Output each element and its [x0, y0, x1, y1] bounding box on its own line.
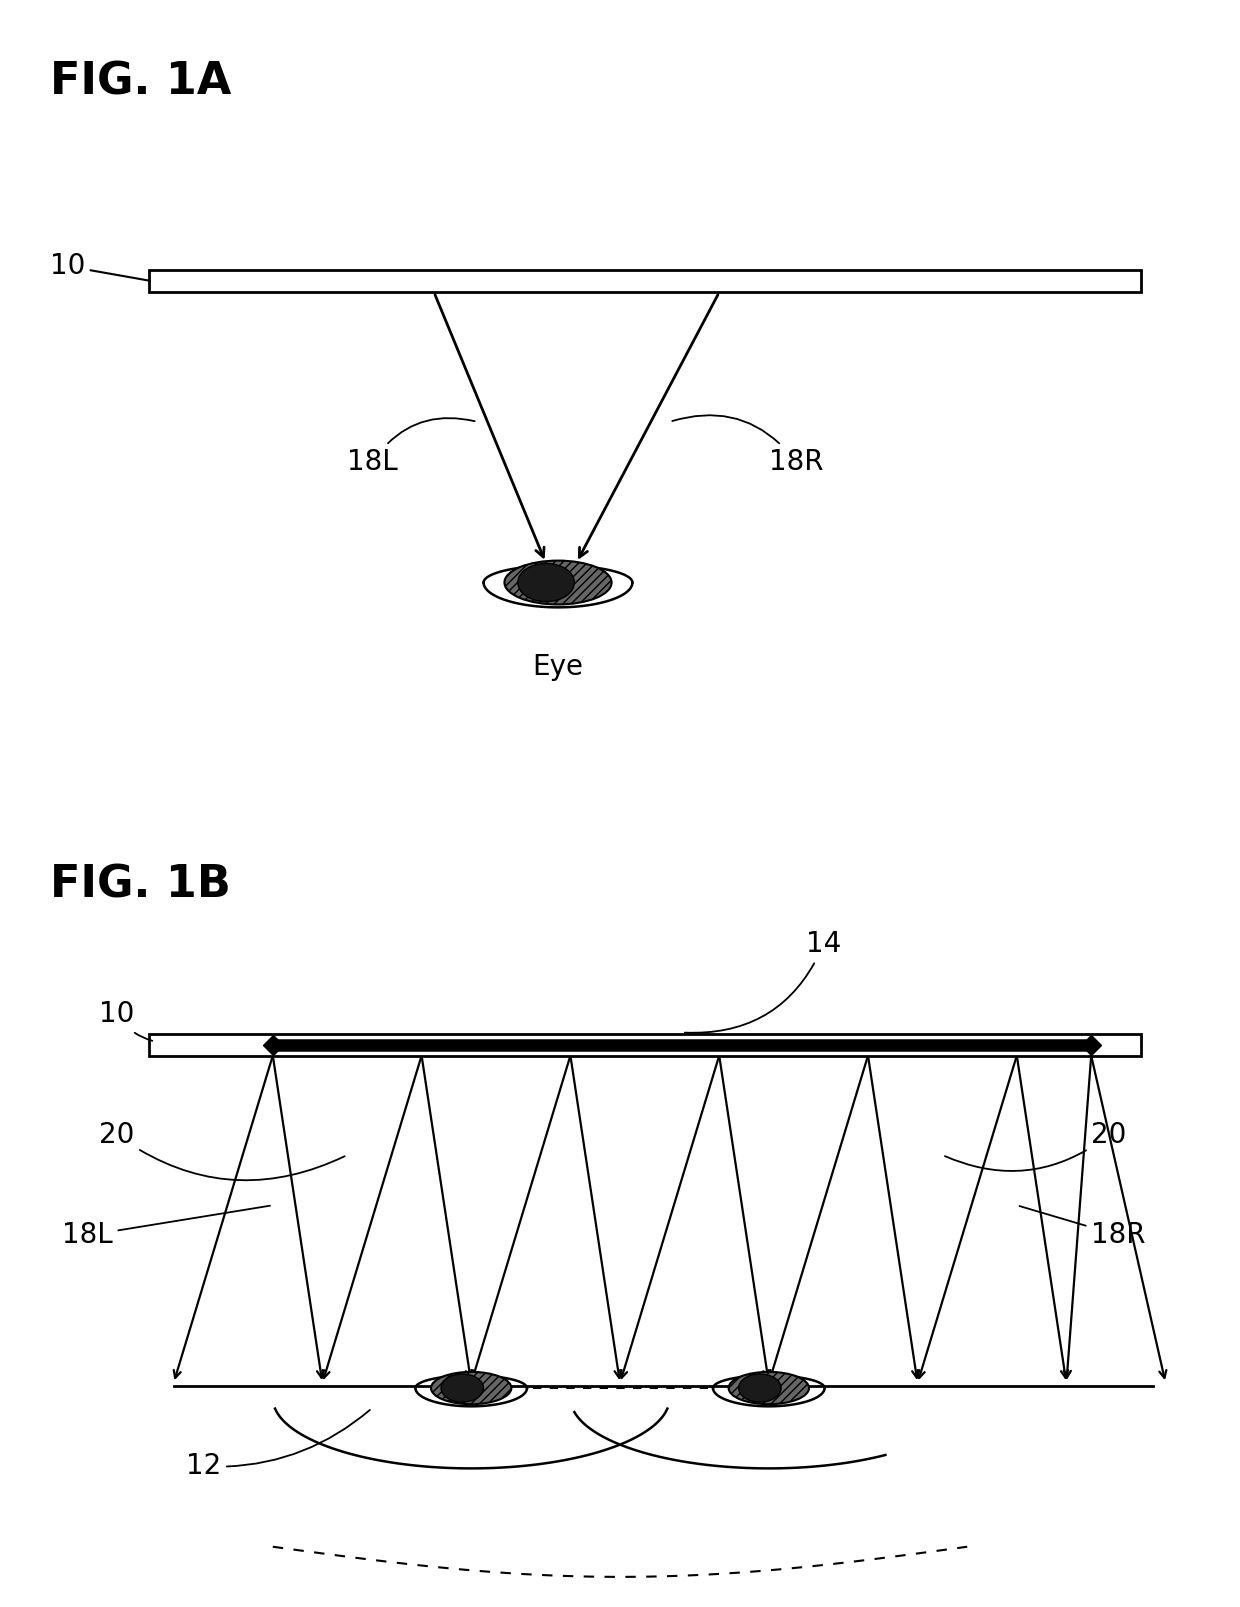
Ellipse shape — [505, 561, 611, 604]
Bar — [149, 1033, 1141, 1056]
Ellipse shape — [441, 1374, 484, 1401]
Ellipse shape — [518, 564, 574, 601]
Text: 18L: 18L — [62, 1205, 270, 1249]
Bar — [149, 270, 1141, 292]
Text: 10: 10 — [99, 1001, 153, 1041]
Text: FIG. 1A: FIG. 1A — [50, 61, 231, 103]
Text: 18R: 18R — [672, 415, 823, 476]
Text: FIG. 1B: FIG. 1B — [50, 865, 231, 906]
Text: 10: 10 — [50, 252, 150, 281]
Text: 18L: 18L — [347, 418, 475, 476]
Ellipse shape — [729, 1372, 808, 1405]
Text: 20: 20 — [99, 1122, 345, 1180]
Ellipse shape — [739, 1374, 781, 1401]
Text: 12: 12 — [186, 1409, 370, 1480]
Text: 20: 20 — [945, 1122, 1127, 1172]
Text: 14: 14 — [684, 930, 841, 1033]
Text: Eye: Eye — [532, 652, 584, 681]
Text: 18R: 18R — [1019, 1205, 1146, 1249]
Ellipse shape — [432, 1372, 511, 1405]
